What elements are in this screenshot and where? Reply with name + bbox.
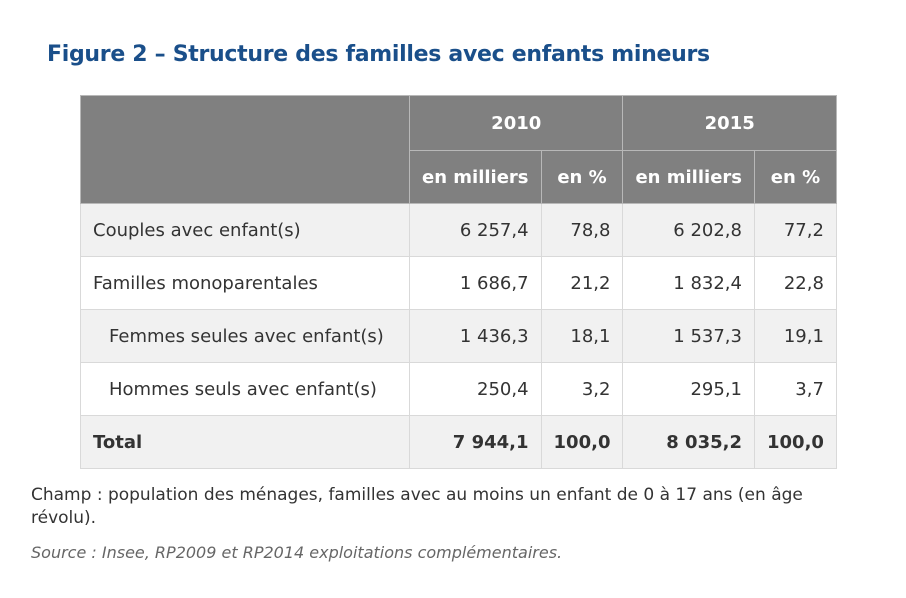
cell-value: 1 537,3 [622, 309, 755, 363]
cell-value: 7 944,1 [409, 415, 542, 469]
row-label: Femmes seules avec enfant(s) [80, 309, 410, 363]
table-row: Femmes seules avec enfant(s) 1 436,3 18,… [80, 309, 837, 363]
table-row: Familles monoparentales 1 686,7 21,2 1 8… [80, 256, 837, 310]
table-row: Couples avec enfant(s) 6 257,4 78,8 6 20… [80, 203, 837, 257]
cell-value: 78,8 [540, 203, 624, 257]
cell-value: 1 832,4 [622, 256, 755, 310]
cell-value: 3,7 [754, 362, 837, 416]
cell-value: 250,4 [409, 362, 542, 416]
header-year-2015: 2015 [622, 95, 837, 151]
cell-value: 3,2 [540, 362, 624, 416]
table-row: Hommes seuls avec enfant(s) 250,4 3,2 29… [80, 362, 837, 416]
figure-title: Figure 2 – Structure des familles avec e… [47, 42, 710, 67]
cell-value: 6 257,4 [409, 203, 542, 257]
subheader-percent: en % [754, 150, 837, 204]
cell-value: 19,1 [754, 309, 837, 363]
cell-value: 100,0 [754, 415, 837, 469]
header-year-2010: 2010 [408, 95, 624, 151]
cell-value: 6 202,8 [622, 203, 755, 257]
table-row-total: Total 7 944,1 100,0 8 035,2 100,0 [80, 415, 837, 469]
row-label: Hommes seuls avec enfant(s) [80, 362, 410, 416]
cell-value: 8 035,2 [622, 415, 755, 469]
cell-value: 77,2 [754, 203, 837, 257]
scope-note: Champ : population des ménages, familles… [31, 485, 803, 528]
cell-value: 22,8 [754, 256, 837, 310]
cell-value: 100,0 [540, 415, 624, 469]
subheader-thousands: en milliers [622, 150, 755, 204]
subheader-percent: en % [540, 150, 624, 204]
source-note: Source : Insee, RP2009 et RP2014 exploit… [31, 543, 563, 562]
row-label: Familles monoparentales [80, 256, 410, 310]
header-empty-cell [80, 95, 410, 204]
families-table: 2010 2015 en milliers en % en milliers e… [80, 95, 837, 469]
row-label: Couples avec enfant(s) [80, 203, 410, 257]
cell-value: 1 686,7 [409, 256, 542, 310]
subheader-thousands: en milliers [409, 150, 542, 204]
cell-value: 295,1 [622, 362, 755, 416]
cell-value: 1 436,3 [409, 309, 542, 363]
cell-value: 18,1 [540, 309, 624, 363]
row-label: Total [80, 415, 410, 469]
cell-value: 21,2 [540, 256, 624, 310]
